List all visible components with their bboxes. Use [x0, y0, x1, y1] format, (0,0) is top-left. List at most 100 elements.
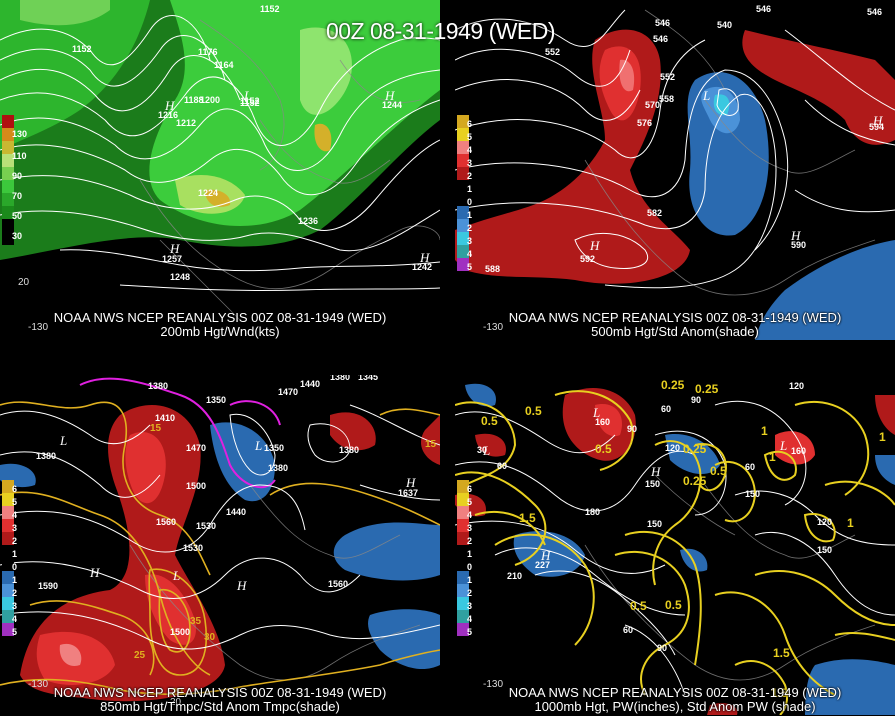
legend-label: 2 — [12, 588, 18, 598]
contour-label: 1224 — [198, 188, 218, 198]
pw-label: 1.5 — [771, 686, 788, 700]
legend-500mb: 6 5 4 3 2 1 0 1 2 3 4 5 — [457, 115, 473, 272]
contour-label: 1350 — [206, 395, 226, 405]
contour-label: 1440 — [226, 507, 246, 517]
hl-value: 1257 — [162, 254, 182, 264]
contour-label: 60 — [623, 625, 633, 635]
high-marker: H — [236, 578, 247, 593]
legend-label: 0 — [467, 562, 473, 572]
contour-label: 558 — [659, 94, 674, 104]
contour-label: 30 — [477, 445, 487, 455]
contour-label: 1236 — [298, 216, 318, 226]
contour-label: 570 — [645, 100, 660, 110]
panel-caption: NOAA NWS NCEP REANALYSIS 00Z 08-31-1949 … — [508, 685, 842, 700]
legend-label: 1 — [467, 549, 473, 559]
temp-label: 35 — [190, 616, 202, 627]
contour-label: 1410 — [155, 413, 175, 423]
map-850mb: 1380 1470 1410 1350 1380 1470 1500 1440 … — [0, 375, 440, 702]
high-marker: H — [419, 250, 430, 265]
legend-label: 6 — [467, 119, 473, 129]
contour-label: 1530 — [183, 543, 203, 553]
pw-label: 0.25 — [661, 378, 685, 392]
contour-label: 590 — [791, 240, 806, 250]
hl-value: 1244 — [382, 100, 402, 110]
contour-label: 588 — [485, 264, 500, 274]
hl-value: 227 — [535, 560, 550, 570]
contour-label: 150 — [647, 519, 662, 529]
contour-label: 1470 — [186, 443, 206, 453]
contour-label: 1164 — [214, 60, 234, 70]
pw-label: 1.5 — [773, 646, 790, 660]
legend-label: 70 — [12, 191, 23, 201]
contour-label: 1500 — [170, 627, 190, 637]
legend-label: 6 — [12, 484, 18, 494]
contour-label: 546 — [867, 7, 882, 17]
panel-subcaption: 500mb Hgt/Std Anom(shade) — [591, 324, 759, 339]
low-marker: L — [592, 405, 600, 420]
legend-label: 0 — [12, 562, 18, 572]
high-marker: H — [872, 113, 883, 128]
legend-label: 1 — [12, 549, 18, 559]
contour-label: 552 — [545, 47, 560, 57]
hl-value: 1242 — [412, 262, 432, 272]
legend-label: 130 — [12, 129, 28, 139]
legend-label: 50 — [12, 211, 23, 221]
legend-label: 0 — [467, 197, 473, 207]
contour-label: 150 — [817, 545, 832, 555]
hl-value: 1216 — [158, 110, 178, 120]
map-500mb: 546 552 546 552 558 540 576 570 582 588 … — [455, 4, 895, 340]
high-marker: H — [650, 464, 661, 479]
contour-label: 546 — [653, 34, 668, 44]
pw-label: 0.5 — [630, 599, 647, 613]
hl-value: 1152 — [240, 98, 260, 108]
lon-tick: -130 — [483, 679, 504, 690]
high-marker: H — [169, 241, 180, 256]
contour-label: 1212 — [176, 118, 196, 128]
legend-label: 3 — [467, 601, 473, 611]
pw-label: 1 — [847, 516, 854, 530]
legend-label: 5 — [12, 497, 18, 507]
panel-850mb: 1380 1470 1410 1350 1380 1470 1500 1440 … — [0, 375, 440, 715]
legend-label: 5 — [467, 497, 473, 507]
legend-label: 2 — [467, 171, 473, 181]
contour-label: 90 — [691, 395, 701, 405]
page-title: 00Z 08-31-1949 (WED) — [326, 18, 556, 44]
high-marker: H — [164, 98, 175, 113]
map-1000mb-pw: 0.5 0.25 1 1.5 0.5 0.5 0.5 1.5 0.25 0.25… — [455, 378, 895, 715]
hl-value: 160 — [595, 417, 610, 427]
high-marker: H — [790, 228, 801, 243]
pw-label: 1 — [769, 450, 776, 464]
contour-label: 576 — [637, 118, 652, 128]
pw-label: 0.5 — [710, 464, 727, 478]
contour-label: 1200 — [200, 95, 220, 105]
contour-label: 60 — [745, 462, 755, 472]
lon-tick: -130 — [28, 322, 49, 333]
contour-label: 1248 — [170, 272, 190, 282]
legend-label: 2 — [467, 588, 473, 598]
temp-label: 15 — [425, 439, 437, 450]
contour-label: 1380 — [148, 381, 168, 391]
legend-200mb: 130 110 90 70 50 30 — [2, 115, 27, 245]
low-marker: L — [172, 568, 180, 583]
legend-1000mb: 6 5 4 3 2 1 0 1 2 3 4 5 — [457, 480, 473, 637]
high-marker: H — [384, 88, 395, 103]
contour-label: 546 — [655, 18, 670, 28]
pw-label: 1 — [879, 430, 886, 444]
legend-label: 4 — [467, 510, 473, 520]
legend-label: 1 — [467, 575, 473, 585]
legend-label: 5 — [467, 132, 473, 142]
low-marker: L — [243, 88, 251, 103]
legend-label: 30 — [12, 231, 23, 241]
contour-label: 1440 — [300, 379, 320, 389]
contour-label: 1560 — [328, 579, 348, 589]
contour-label: 120 — [665, 443, 680, 453]
contour-label: 1176 — [198, 47, 218, 57]
high-marker: H — [589, 238, 600, 253]
contour-label: 540 — [717, 20, 732, 30]
contour-label: 1380 — [36, 451, 56, 461]
pw-label: 0.5 — [481, 414, 498, 428]
contour-label: 1152 — [72, 44, 92, 54]
pw-label: 0.25 — [695, 382, 719, 396]
pw-label: 0.5 — [525, 404, 542, 418]
pw-label: 0.5 — [595, 442, 612, 456]
